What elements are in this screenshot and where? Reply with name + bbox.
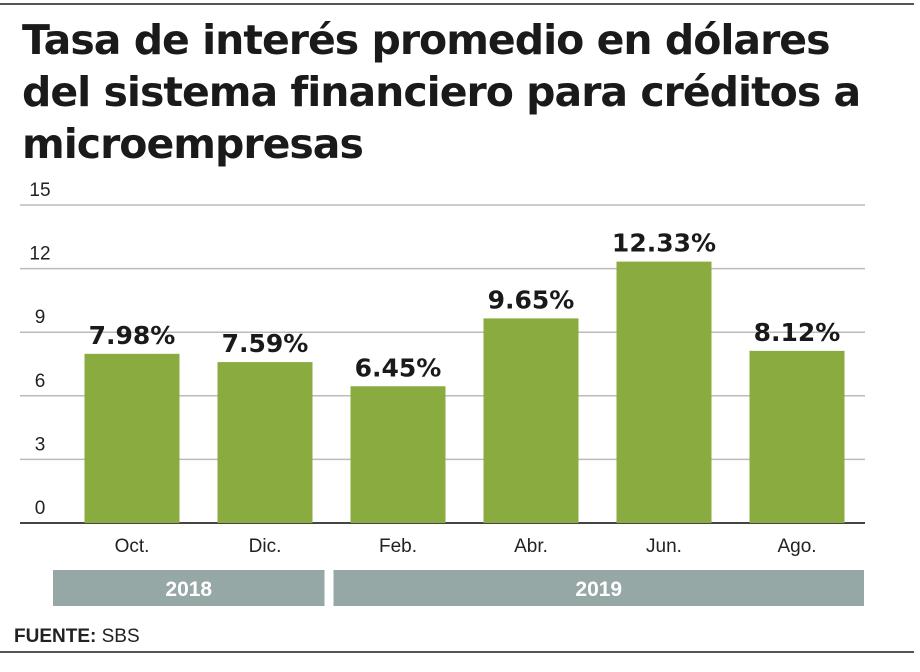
data-label: 9.65% xyxy=(488,285,575,314)
y-tick-label: 0 xyxy=(35,498,46,519)
year-label: 2019 xyxy=(575,578,622,601)
source-label: FUENTE: xyxy=(14,626,97,647)
bar-Abr. xyxy=(483,318,579,523)
source-note: FUENTE: SBS xyxy=(14,626,140,648)
bar-chart: 0 3 6 9 12 15 7.98% Oct. 7.59% Dic. 6.45% Feb. 9.65%… xyxy=(20,180,865,606)
y-tick-label: 6 xyxy=(35,371,46,392)
x-tick-label: Ago. xyxy=(777,536,816,557)
y-tick-label: 12 xyxy=(29,244,50,265)
data-label: 7.98% xyxy=(89,321,176,350)
data-label: 8.12% xyxy=(754,318,841,347)
bar-Dic. xyxy=(217,362,313,523)
x-tick-label: Jun. xyxy=(646,536,682,557)
data-label: 7.59% xyxy=(222,329,309,358)
bar-Ago. xyxy=(749,350,845,523)
bar-Oct. xyxy=(84,353,180,523)
y-tick-label: 15 xyxy=(29,180,50,201)
year-band-2018 xyxy=(53,570,325,606)
x-tick-label: Feb. xyxy=(379,536,417,557)
bar-Feb. xyxy=(350,386,446,523)
x-tick-label: Dic. xyxy=(249,536,282,557)
y-tick-label: 9 xyxy=(35,307,46,328)
year-band-2019 xyxy=(333,570,864,606)
top-rule xyxy=(0,3,914,5)
data-label: 12.33% xyxy=(612,229,716,258)
data-label: 6.45% xyxy=(355,353,442,382)
x-tick-label: Abr. xyxy=(514,536,548,557)
bar-Jun. xyxy=(616,261,712,523)
source-value: SBS xyxy=(101,626,140,647)
bottom-rule xyxy=(0,651,914,653)
year-label: 2018 xyxy=(165,578,212,601)
chart-title: Tasa de interés promedio en dólares del … xyxy=(22,16,861,168)
x-tick-label: Oct. xyxy=(115,536,150,557)
y-tick-label: 3 xyxy=(35,434,46,455)
